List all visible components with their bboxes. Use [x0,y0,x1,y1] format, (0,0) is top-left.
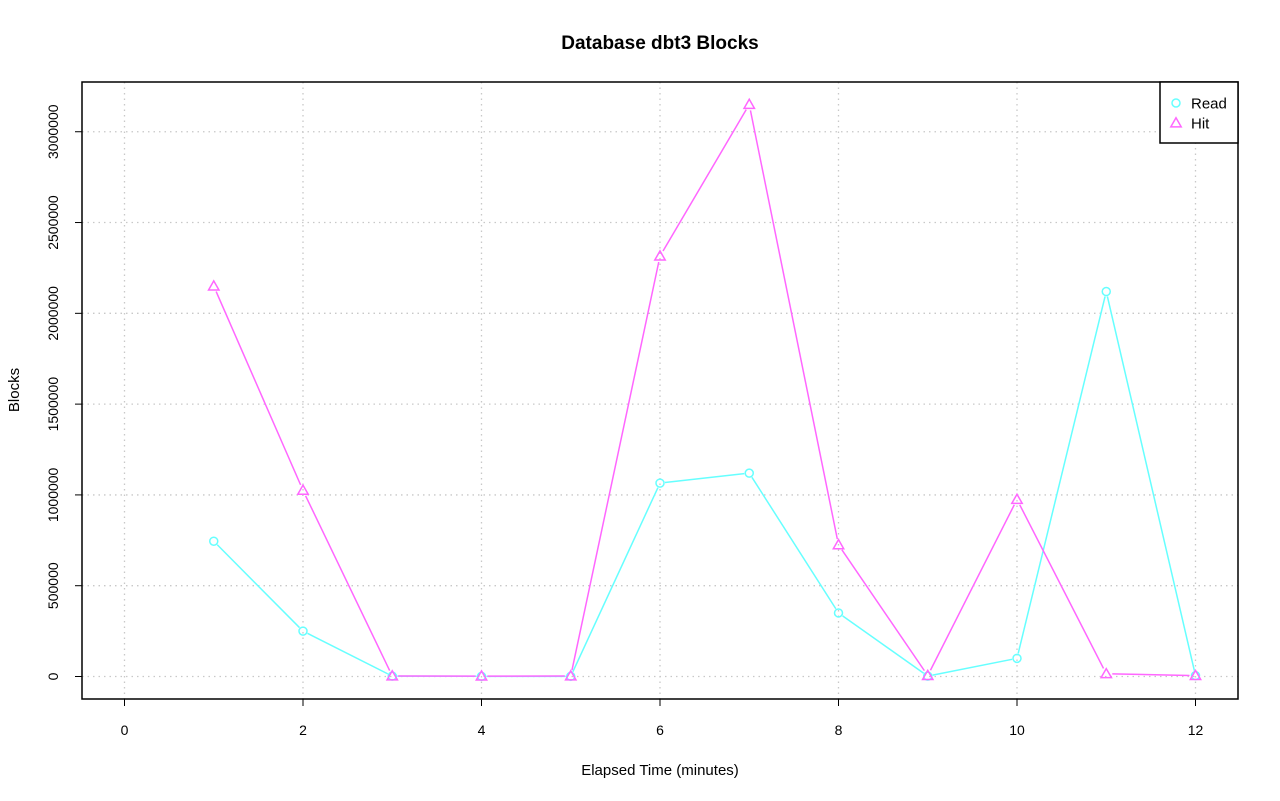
series-line-segment [572,487,659,673]
x-tick-label: 12 [1188,722,1204,738]
legend-marker-hit [1169,116,1183,128]
y-tick-label: 500000 [45,562,61,609]
data-point [207,279,221,291]
data-point [1101,286,1111,297]
data-point [1012,653,1022,664]
data-point [921,668,935,681]
x-tick-label: 6 [656,722,664,738]
series-line-segment [307,632,389,675]
data-point [1010,492,1024,505]
data-point [833,608,844,618]
series-line-segment [842,615,925,674]
y-tick-label: 3000000 [45,104,61,159]
series-line-segment [751,476,837,610]
x-tick-label: 0 [121,722,129,738]
y-tick-label: 1000000 [45,467,61,522]
x-axis-label: Elapsed Time (minutes) [581,762,739,779]
data-point [296,483,310,496]
legend-box [1159,81,1239,144]
data-point [209,536,219,546]
series-line-segment [749,110,839,540]
series-line-segment [1112,673,1190,677]
x-tick-label: 10 [1009,722,1025,738]
series-line-segment [571,261,660,671]
series-line-segment [304,495,391,671]
data-point [1099,667,1113,679]
series-line-segment [662,109,747,252]
legend-label-read: Read [1191,96,1227,113]
y-tick-label: 1500000 [45,377,61,432]
series-layer [207,97,1202,682]
x-tick-label: 8 [835,722,843,738]
series-hit [207,97,1202,681]
series-line-segment [1017,296,1106,654]
data-point [564,669,578,681]
data-point [298,626,308,636]
series-read [209,286,1201,682]
data-point [832,538,845,550]
y-tick-label: 0 [45,672,61,680]
series-line-segment [932,658,1013,676]
data-point [1189,668,1202,681]
legend-label-hit: Hit [1191,116,1210,133]
x-tick-label: 2 [299,722,307,738]
x-tick-label: 4 [478,722,486,738]
y-axis-label: Blocks [6,368,23,412]
series-line-segment [929,504,1015,671]
series-line-segment [215,291,302,486]
y-tick-label: 2500000 [45,195,61,250]
series-line-segment [216,544,301,629]
legend: Read Hit [1159,81,1239,144]
series-line-segment [1019,504,1105,669]
grid [82,82,1238,699]
data-point [744,468,754,478]
data-point [653,249,667,261]
series-line-segment [1106,296,1196,671]
series-line-segment [841,549,925,672]
x-axis: 0 2 4 6 8 10 12 [121,699,1204,738]
chart-title: Database dbt3 Blocks [561,33,758,54]
series-line-segment [664,472,745,484]
y-axis: 0 500000 1000000 1500000 2000000 2500000 30000… [45,104,82,680]
y-tick-label: 2000000 [45,286,61,341]
data-point [655,478,665,488]
data-point [475,669,488,681]
legend-marker-read [1171,98,1181,108]
data-point [385,669,399,681]
data-point [742,97,756,110]
